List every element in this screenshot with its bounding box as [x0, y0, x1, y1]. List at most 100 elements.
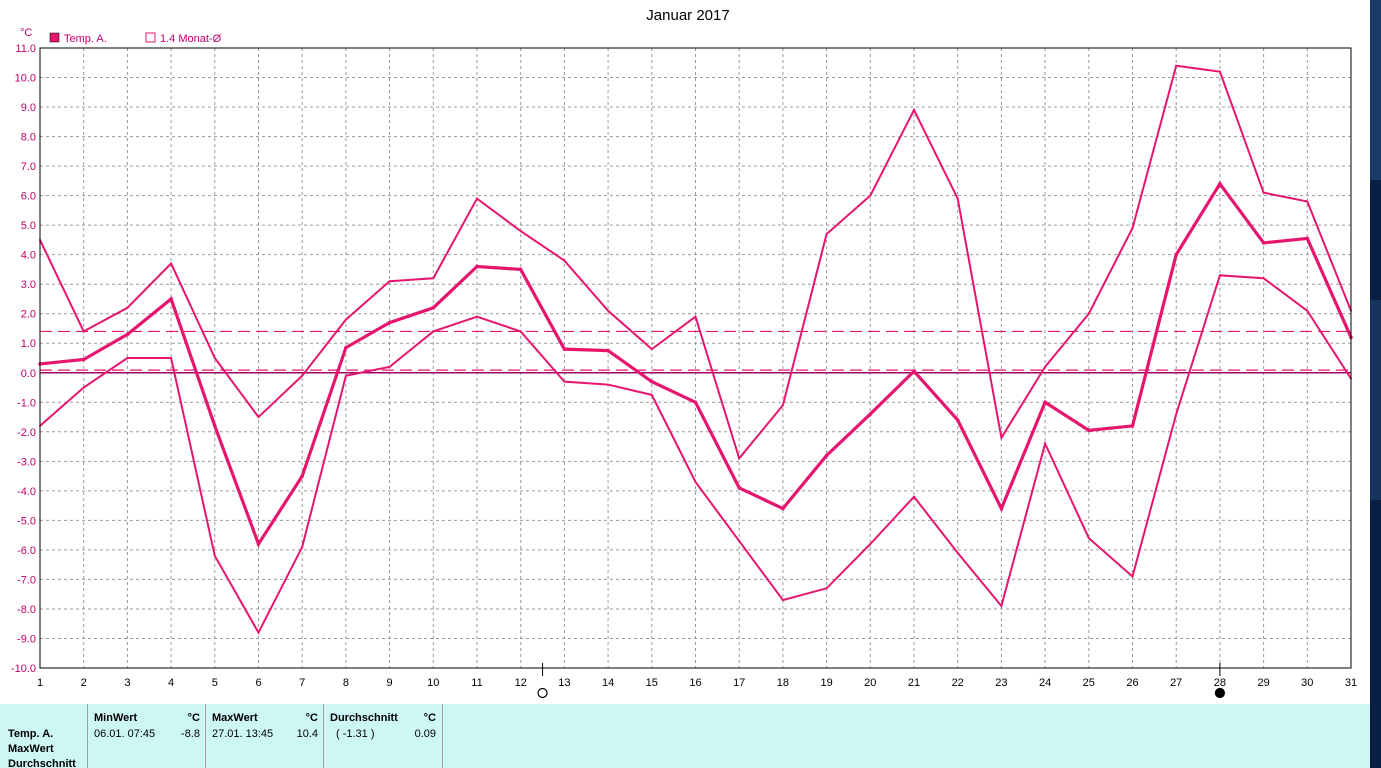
- data-point-max: [694, 315, 697, 318]
- y-tick-label: 9.0: [21, 102, 36, 114]
- data-point-max: [1000, 436, 1003, 439]
- legend: Temp. A. 1.4 Monat-Ø: [49, 32, 222, 45]
- y-tick-label: -7.0: [17, 574, 36, 586]
- stats-avg-note: ( -1.31 ): [336, 728, 375, 740]
- stats-avg-header: Durchschnitt: [330, 712, 398, 724]
- stats-row-label-max: MaxWert: [8, 743, 54, 755]
- data-point-max: [82, 330, 85, 333]
- data-point-min: [738, 540, 741, 543]
- x-tick-label: 7: [299, 677, 305, 689]
- y-tick-label: 1.0: [21, 338, 36, 350]
- data-point-min: [869, 543, 872, 545]
- series-line-max: [39, 64, 1352, 461]
- data-point-max: [738, 457, 741, 460]
- y-tick-label: -1.0: [17, 397, 36, 409]
- data-point-min: [650, 393, 653, 396]
- data-point-min: [825, 587, 828, 590]
- data-point-max: [432, 277, 435, 280]
- data-point-max: [344, 318, 347, 321]
- y-tick-label: 0.0: [21, 368, 36, 380]
- x-tick-label: 6: [255, 677, 261, 689]
- x-axis-ticks: 1 2 3 4 5 6 7 8 9 10 11 12 13 14 15 16 17 18 19 20 21 22 23 24 2…: [37, 677, 1357, 689]
- y-tick-label: 6.0: [21, 191, 36, 203]
- data-point-min: [956, 551, 959, 554]
- data-point-min: [1044, 442, 1047, 445]
- data-point-mean: [955, 418, 960, 422]
- x-tick-label: 2: [81, 677, 87, 689]
- x-tick-label: 13: [558, 677, 570, 689]
- data-point-mean: [1218, 182, 1222, 186]
- data-point-min: [607, 383, 610, 386]
- data-point-max: [869, 194, 872, 197]
- data-point-mean: [518, 267, 523, 272]
- data-point-mean: [431, 306, 436, 310]
- data-point-max: [825, 233, 828, 235]
- data-point-min: [301, 545, 304, 548]
- data-point-max: [257, 416, 260, 419]
- x-tick-label: 1: [37, 677, 43, 689]
- data-point-min: [82, 386, 85, 389]
- y-tick-label: -3.0: [17, 456, 36, 468]
- x-tick-label: 18: [777, 677, 789, 689]
- x-tick-label: 3: [124, 677, 130, 689]
- y-axis-ticks: 11.0 10.0 9.0 8.0 7.0 6.0 5.0 4.0 3.0 2.0 1.0 0.0 -1…: [11, 43, 36, 675]
- stats-min-value: -8.8: [181, 728, 200, 740]
- stats-min-unit: °C: [187, 712, 200, 724]
- new-moon-marker: [537, 687, 548, 699]
- data-point-min: [257, 631, 260, 634]
- stats-row-label-avg: Durchschnitt: [8, 758, 76, 768]
- x-tick-label: 19: [820, 677, 832, 689]
- data-point-min: [1218, 274, 1221, 277]
- stats-row-label-temp: Temp. A.: [8, 728, 54, 740]
- data-point-mean: [868, 412, 873, 416]
- x-tick-label: 26: [1126, 677, 1138, 689]
- y-tick-label: 5.0: [21, 220, 36, 232]
- data-point-min: [170, 357, 173, 359]
- series-lines: [38, 64, 1353, 635]
- data-point-mean: [213, 424, 217, 428]
- data-point-mean: [81, 357, 86, 362]
- legend-label-temp: Temp. A.: [64, 33, 107, 45]
- data-point-mean: [169, 297, 173, 301]
- data-point-max: [607, 309, 610, 312]
- legend-swatch-monthly: [145, 32, 156, 43]
- data-point-mean: [344, 345, 348, 350]
- y-tick-label: 3.0: [21, 279, 36, 291]
- y-tick-label: -9.0: [17, 633, 36, 645]
- data-point-mean: [1087, 428, 1091, 433]
- full-moon-marker: [1214, 687, 1226, 699]
- stats-avg-column: Durchschnitt °C ( -1.31 ) 0.09: [323, 704, 443, 768]
- y-tick-label: -6.0: [17, 545, 36, 557]
- stats-panel: Temp. A. MaxWert Durchschnitt MinWert °C…: [0, 704, 1370, 768]
- data-point-mean: [1043, 400, 1047, 405]
- y-tick-label: -10.0: [11, 663, 36, 675]
- y-tick-label: 7.0: [21, 161, 36, 173]
- data-point-max: [563, 259, 566, 262]
- data-point-mean: [1130, 424, 1135, 428]
- data-point-min: [913, 495, 915, 498]
- data-point-mean: [475, 264, 479, 269]
- stats-max-date: 27.01. 13:45: [212, 728, 274, 740]
- data-point-min: [781, 599, 784, 602]
- data-point-max: [301, 374, 304, 377]
- x-tick-label: 27: [1170, 677, 1182, 689]
- x-tick-label: 16: [689, 677, 701, 689]
- data-point-max: [1218, 70, 1221, 73]
- data-point-max: [1131, 227, 1134, 230]
- stats-min-header: MinWert: [94, 712, 138, 724]
- data-point-min: [476, 315, 478, 318]
- x-tick-label: 9: [387, 677, 393, 689]
- data-point-mean: [737, 486, 741, 490]
- data-point-max: [388, 280, 391, 283]
- stats-max-header: MaxWert: [212, 712, 258, 724]
- data-point-mean: [562, 347, 567, 351]
- data-point-max: [213, 357, 216, 359]
- x-tick-label: 30: [1301, 677, 1313, 689]
- data-point-max: [476, 197, 478, 200]
- day-markers: [537, 663, 1226, 699]
- data-point-max: [1175, 64, 1178, 67]
- y-axis-unit: °C: [20, 27, 32, 39]
- x-tick-label: 22: [952, 677, 964, 689]
- chart-title: Januar 2017: [646, 7, 729, 24]
- data-point-min: [432, 330, 435, 333]
